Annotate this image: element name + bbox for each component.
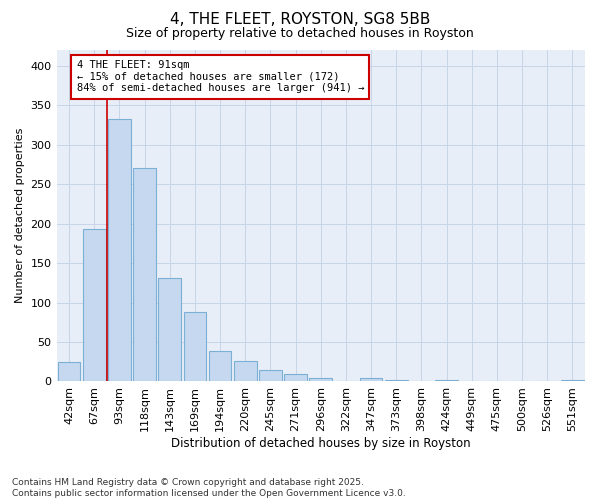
Bar — [209, 352, 232, 382]
Bar — [234, 361, 257, 382]
Bar — [133, 168, 156, 382]
Bar — [108, 118, 131, 382]
Text: Contains HM Land Registry data © Crown copyright and database right 2025.
Contai: Contains HM Land Registry data © Crown c… — [12, 478, 406, 498]
Text: 4, THE FLEET, ROYSTON, SG8 5BB: 4, THE FLEET, ROYSTON, SG8 5BB — [170, 12, 430, 28]
Bar — [284, 374, 307, 382]
Text: Size of property relative to detached houses in Royston: Size of property relative to detached ho… — [126, 28, 474, 40]
Bar — [158, 278, 181, 382]
Bar — [435, 380, 458, 382]
Bar — [58, 362, 80, 382]
Bar — [310, 378, 332, 382]
X-axis label: Distribution of detached houses by size in Royston: Distribution of detached houses by size … — [171, 437, 470, 450]
Bar — [184, 312, 206, 382]
Bar — [360, 378, 382, 382]
Bar — [385, 380, 407, 382]
Text: 4 THE FLEET: 91sqm
← 15% of detached houses are smaller (172)
84% of semi-detach: 4 THE FLEET: 91sqm ← 15% of detached hou… — [77, 60, 364, 94]
Bar — [83, 229, 106, 382]
Bar — [561, 380, 584, 382]
Bar — [259, 370, 282, 382]
Y-axis label: Number of detached properties: Number of detached properties — [15, 128, 25, 304]
